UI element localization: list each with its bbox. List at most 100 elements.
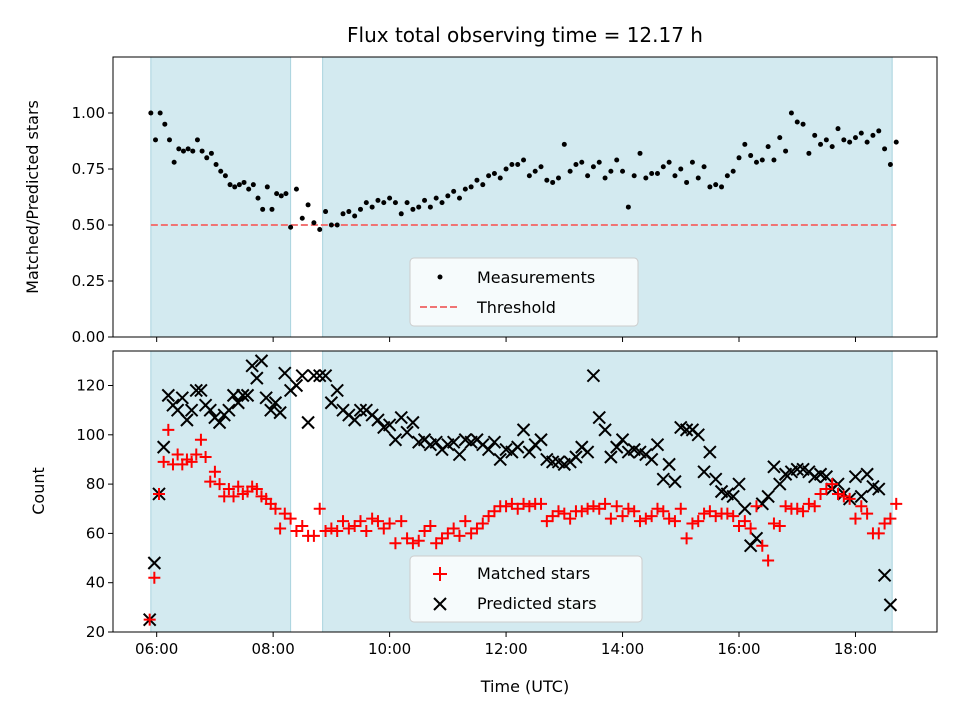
measurement-point xyxy=(788,110,794,116)
measurement-point xyxy=(544,177,550,183)
matched-star-point xyxy=(832,487,845,500)
predicted-star-point xyxy=(598,423,612,437)
matched-star-point xyxy=(366,512,379,525)
measurement-point xyxy=(427,204,433,210)
predicted-star-point xyxy=(569,450,583,464)
predicted-star-point xyxy=(726,489,740,504)
measurement-point xyxy=(213,162,219,168)
predicted-star-point xyxy=(278,366,292,380)
matched-star-point xyxy=(674,502,687,515)
measurement-point xyxy=(538,164,544,170)
predicted-star-point xyxy=(203,403,217,417)
legend-label-matched-stars: Matched stars xyxy=(477,564,590,583)
top-y-tick-label: 0.50 xyxy=(72,216,105,234)
matched-star-point xyxy=(185,455,198,468)
measurement-point xyxy=(246,186,252,192)
predicted-star-point xyxy=(400,425,414,440)
measurement-point xyxy=(515,162,521,168)
measurement-point xyxy=(398,211,404,217)
matched-star-point xyxy=(222,483,235,496)
predicted-star-point xyxy=(313,368,327,383)
matched-star-point xyxy=(698,507,711,520)
measurement-point xyxy=(771,157,777,163)
measurement-point xyxy=(162,121,168,127)
predicted-star-point xyxy=(481,442,496,457)
measurement-point xyxy=(783,148,789,154)
legend-marker-predicted-stars xyxy=(433,597,447,611)
measurement-point xyxy=(707,184,713,190)
predicted-star-point xyxy=(180,413,194,427)
matched-star-point xyxy=(389,537,402,550)
measurement-point xyxy=(678,166,684,172)
predicted-star-point xyxy=(259,391,273,405)
measurement-point xyxy=(876,128,882,134)
measurement-point xyxy=(260,206,266,212)
matched-star-point xyxy=(634,515,647,528)
predicted-star-point xyxy=(516,423,531,437)
measurement-point xyxy=(363,200,369,206)
predicted-star-point xyxy=(679,423,694,437)
predicted-star-point xyxy=(644,452,659,467)
predicted-star-point xyxy=(250,371,264,385)
bottom-y-tick-label: 80 xyxy=(86,475,105,493)
matched-star-point xyxy=(575,505,588,518)
measurement-point xyxy=(753,159,759,165)
measurement-point xyxy=(695,175,701,181)
measurement-point xyxy=(759,157,765,163)
measurement-point xyxy=(317,226,323,232)
measurement-point xyxy=(480,182,486,188)
matched-star-point xyxy=(604,512,617,525)
measurement-point xyxy=(870,132,876,138)
measurement-point xyxy=(334,222,340,228)
top-legend: Measurements Threshold xyxy=(409,257,639,327)
top-observing-window xyxy=(150,56,292,338)
matched-star-point xyxy=(371,515,384,528)
matched-star-point xyxy=(826,478,839,491)
measurement-point xyxy=(829,144,835,150)
matched-star-point xyxy=(199,450,212,463)
matched-star-point xyxy=(791,502,804,515)
predicted-star-point xyxy=(615,433,630,447)
legend-label-threshold: Threshold xyxy=(476,298,556,317)
matched-star-point xyxy=(663,512,676,525)
matched-star-point xyxy=(756,539,769,552)
predicted-star-point xyxy=(382,418,397,432)
measurement-point xyxy=(288,224,294,230)
measurement-point xyxy=(654,170,660,176)
predicted-star-point xyxy=(604,450,618,464)
matched-star-point xyxy=(296,520,309,533)
predicted-star-point xyxy=(254,354,269,368)
matched-star-point xyxy=(476,517,489,530)
measurement-point xyxy=(555,175,561,181)
matched-star-point xyxy=(157,455,170,468)
predicted-star-point xyxy=(212,415,227,430)
measurement-point xyxy=(561,141,567,147)
measurement-point xyxy=(585,173,591,179)
top-legend-box xyxy=(409,257,639,327)
measurement-point xyxy=(293,186,299,192)
matched-star-point xyxy=(861,507,874,520)
measurement-point xyxy=(410,206,416,212)
top-panel-frame xyxy=(112,56,938,338)
measurement-point xyxy=(800,121,806,127)
predicted-star-point xyxy=(522,445,537,459)
predicted-star-point xyxy=(511,440,525,454)
predicted-star-point xyxy=(222,403,236,417)
measurement-point xyxy=(812,132,818,138)
predicted-star-point xyxy=(295,368,309,383)
predicted-star-point xyxy=(743,539,758,553)
matched-star-point xyxy=(750,500,763,513)
measurement-point xyxy=(474,177,480,183)
matched-star-point xyxy=(148,571,161,584)
predicted-star-point xyxy=(668,474,682,489)
matched-star-point xyxy=(692,515,705,528)
predicted-star-point xyxy=(353,403,368,417)
measurement-point xyxy=(433,195,439,201)
matched-star-point xyxy=(610,500,623,513)
predicted-star-point xyxy=(580,445,595,459)
measurement-point xyxy=(573,162,579,168)
measurement-point xyxy=(887,162,893,168)
measurement-point xyxy=(596,159,602,165)
measurement-point xyxy=(491,170,497,176)
measurement-point xyxy=(250,182,256,188)
